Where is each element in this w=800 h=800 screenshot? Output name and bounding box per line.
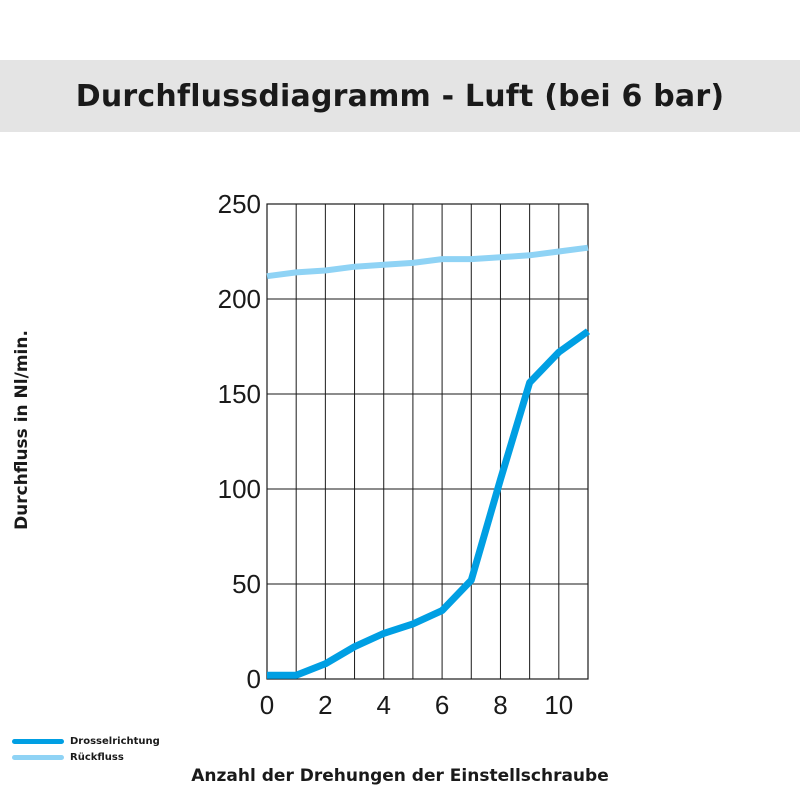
legend-label-rueckfluss: Rückfluss (70, 751, 124, 763)
x-tick-label: 10 (544, 690, 573, 720)
legend-label-drosselrichtung: Drosselrichtung (70, 735, 160, 747)
legend: Drosselrichtung Rückfluss (12, 733, 160, 765)
series-line-drosselrichtung (267, 328, 591, 679)
title-band: Durchflussdiagramm - Luft (bei 6 bar) (0, 60, 800, 132)
x-tick-label: 6 (435, 690, 449, 720)
series-lines (266, 244, 591, 679)
series-line-rueckfluss (266, 244, 589, 280)
grid (266, 203, 589, 680)
y-tick-label: 200 (218, 284, 261, 314)
tick-labels: 0 50 100 150 200 250 0 2 4 6 8 10 (218, 189, 574, 720)
x-tick-label: 0 (260, 690, 274, 720)
x-axis-label: Anzahl der Drehungen der Einstellschraub… (191, 766, 609, 786)
y-tick-label: 100 (218, 474, 261, 504)
y-axis-label: Durchfluss in Nl/min. (12, 330, 32, 530)
plot-frame (266, 203, 589, 680)
x-tick-label: 4 (376, 690, 390, 720)
x-tick-label: 8 (493, 690, 507, 720)
chart-title: Durchflussdiagramm - Luft (bei 6 bar) (75, 78, 725, 114)
legend-item-rueckfluss: Rückfluss (12, 749, 160, 765)
y-tick-label: 250 (218, 189, 261, 219)
y-tick-label: 50 (232, 569, 261, 599)
y-tick-label: 0 (247, 664, 261, 694)
legend-swatch-drosselrichtung (12, 738, 64, 744)
x-tick-label: 2 (318, 690, 332, 720)
y-tick-label: 150 (218, 379, 261, 409)
legend-item-drosselrichtung: Drosselrichtung (12, 733, 160, 749)
legend-swatch-rueckfluss (12, 754, 64, 760)
